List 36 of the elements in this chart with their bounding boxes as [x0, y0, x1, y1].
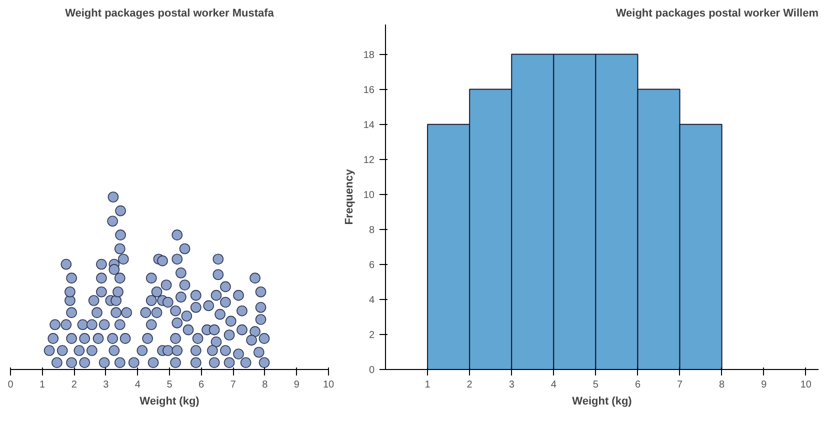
y-tick-label: 2: [368, 330, 375, 341]
y-axis-title: Frequency: [343, 168, 356, 225]
y-tick-label: 8: [368, 224, 375, 236]
x-tick-label: 5: [166, 380, 173, 390]
y-tick-label: 4: [368, 294, 375, 306]
x-tick-label: 1: [424, 380, 431, 390]
x-tick-label: 10: [322, 380, 334, 390]
x-tick-label: 3: [508, 380, 515, 390]
x-tick-label: 9: [761, 380, 768, 390]
x-tick-label: 0: [8, 380, 14, 390]
x-tick-label: 5: [592, 380, 599, 390]
y-tick-label: 12: [363, 154, 375, 166]
x-tick-label: 7: [230, 380, 236, 390]
x-tick-label: 6: [198, 380, 205, 390]
x-tick-label: 1: [40, 380, 46, 390]
x-tick-label: 6: [634, 380, 641, 390]
y-tick-label: 18: [363, 50, 375, 61]
x-tick-label: 4: [134, 380, 141, 390]
y-tick-label: 14: [363, 120, 375, 131]
x-axis-title: Weight (kg): [140, 396, 200, 408]
y-tick-label: 10: [363, 190, 375, 201]
y-tick-label: 6: [368, 260, 375, 271]
x-tick-label: 7: [676, 380, 683, 390]
y-tick-label: 16: [363, 84, 375, 96]
x-tick-label: 2: [71, 380, 78, 390]
x-tick-label: 3: [103, 380, 110, 390]
x-axis-title: Weight (kg): [572, 396, 632, 408]
x-tick-label: 8: [719, 380, 726, 390]
chart-title: Weight packages postal worker Willem: [616, 8, 819, 20]
x-tick-label: 10: [800, 380, 812, 390]
x-tick-label: 8: [262, 380, 268, 390]
x-tick-label: 4: [550, 380, 557, 390]
y-tick-label: 0: [368, 365, 375, 376]
x-tick-label: 9: [294, 380, 300, 390]
chart-title: Weight packages postal worker Mustafa: [65, 8, 275, 20]
x-tick-label: 2: [466, 380, 473, 390]
